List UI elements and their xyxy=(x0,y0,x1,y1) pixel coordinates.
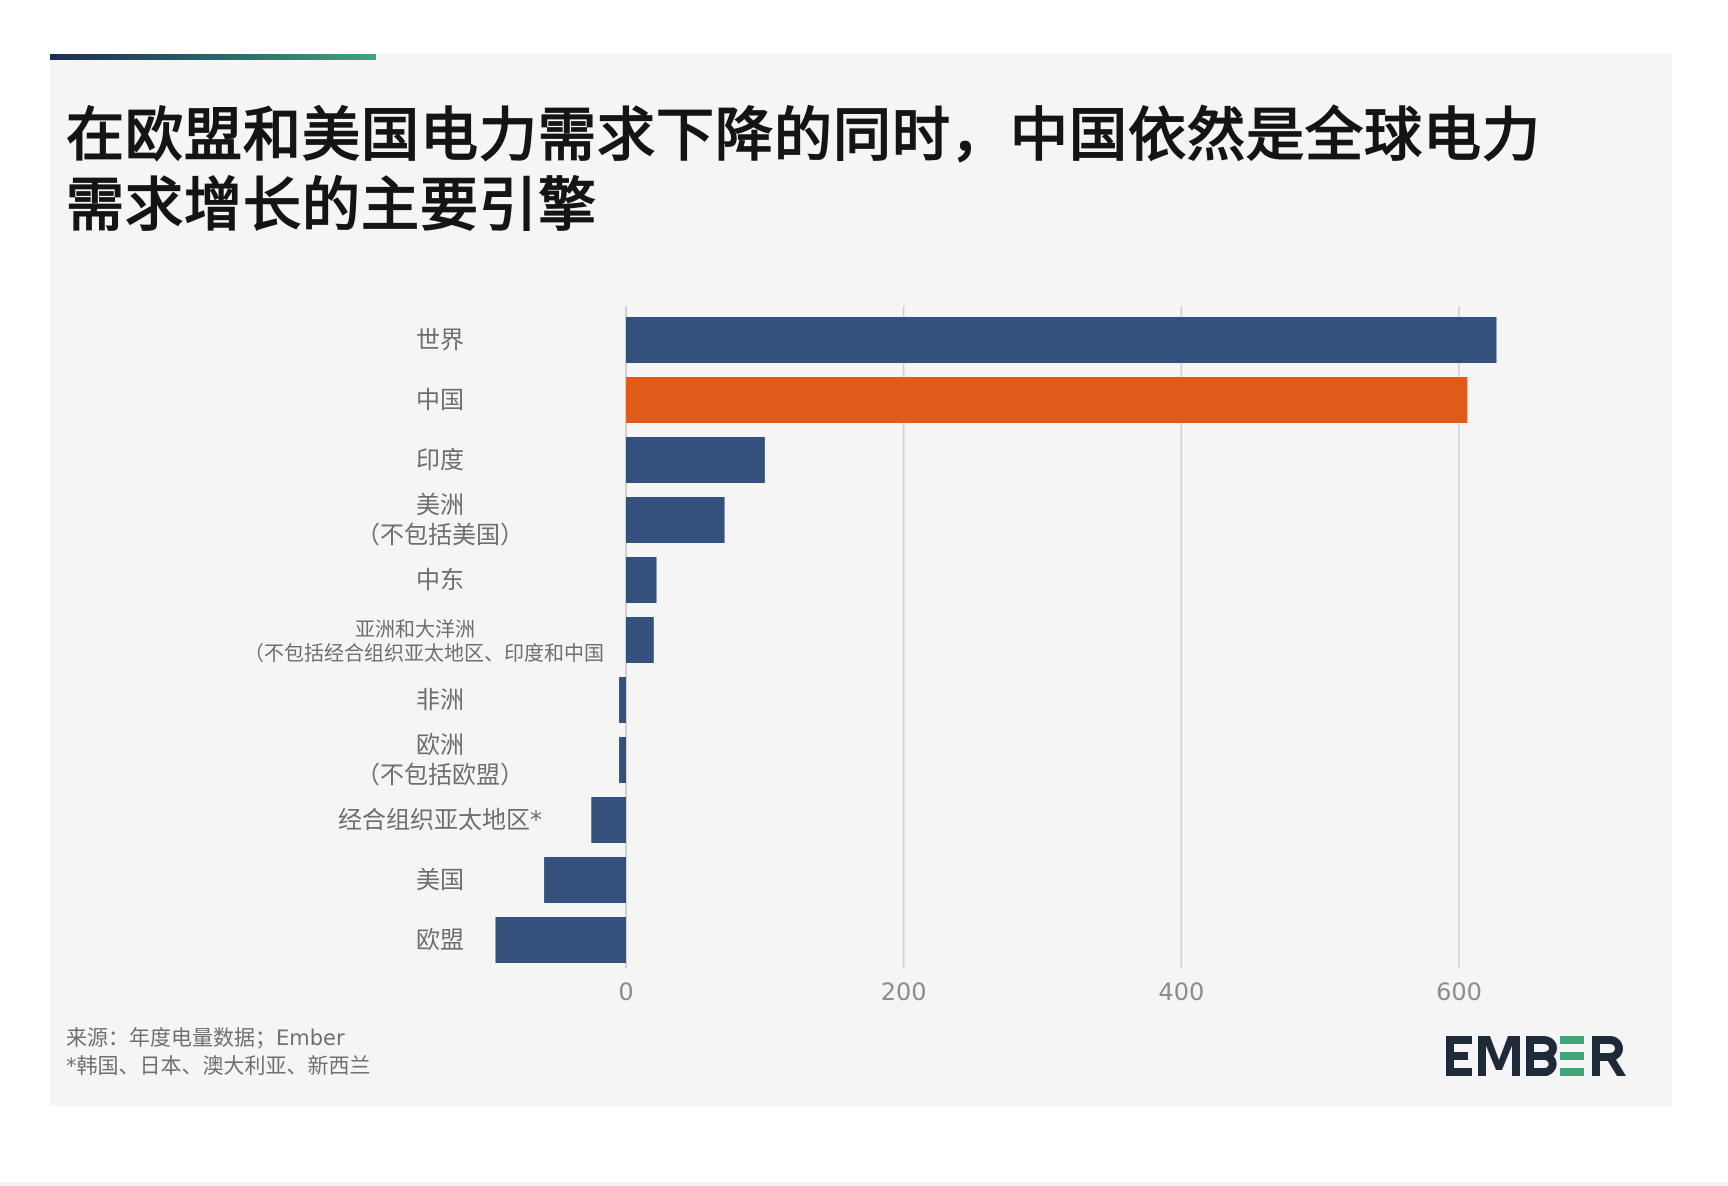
category-label: 美国 xyxy=(416,866,464,894)
title-line-2: 需求增长的主要引擎 xyxy=(66,171,598,239)
category-label: 印度 xyxy=(416,446,464,474)
category-label: 欧盟 xyxy=(416,926,464,954)
x-axis-ticks: 0 200 400 600 xyxy=(618,978,1482,1006)
category-label: （不包括欧盟） xyxy=(356,761,524,789)
x-tick-label: 400 xyxy=(1158,978,1204,1006)
bar xyxy=(495,917,626,963)
bar xyxy=(619,677,626,723)
source-note: 来源：年度电量数据；Ember *韩国、日本、澳大利亚、新西兰 xyxy=(66,1024,371,1080)
category-label: 经合组织亚太地区* xyxy=(338,806,542,834)
source-text: 来源：年度电量数据；Ember xyxy=(66,1026,345,1050)
bar xyxy=(626,497,725,543)
bars xyxy=(495,317,1497,963)
category-label: 中东 xyxy=(416,566,464,594)
bar xyxy=(626,617,654,663)
page-bottom-border xyxy=(0,1182,1728,1186)
bar xyxy=(619,737,626,783)
category-label: 世界 xyxy=(416,326,464,354)
bar xyxy=(626,377,1468,423)
category-label: 非洲 xyxy=(416,686,464,714)
chart-card xyxy=(50,54,1672,1106)
category-label: 美洲 xyxy=(416,491,464,519)
x-tick-label: 600 xyxy=(1436,978,1482,1006)
accent-bar xyxy=(50,54,376,60)
category-label: 中国 xyxy=(416,386,464,414)
footnote-text: *韩国、日本、澳大利亚、新西兰 xyxy=(66,1054,371,1078)
category-label: （不包括经合组织亚太地区、印度和中国 xyxy=(244,641,604,665)
bar xyxy=(591,797,626,843)
bar xyxy=(626,557,657,603)
x-tick-label: 0 xyxy=(618,978,633,1006)
bar xyxy=(626,317,1497,363)
x-tick-label: 200 xyxy=(881,978,927,1006)
category-label: 欧洲 xyxy=(416,731,464,759)
category-label: （不包括美国） xyxy=(356,521,524,549)
bar xyxy=(544,857,626,903)
category-label: 亚洲和大洋洲 xyxy=(355,617,475,641)
title-line-1: 在欧盟和美国电力需求下降的同时，中国依然是全球电力 xyxy=(66,101,1542,169)
ember-logo xyxy=(1446,1036,1626,1076)
chart-title: 在欧盟和美国电力需求下降的同时，中国依然是全球电力 需求增长的主要引擎 xyxy=(66,100,1626,240)
bar xyxy=(626,437,765,483)
